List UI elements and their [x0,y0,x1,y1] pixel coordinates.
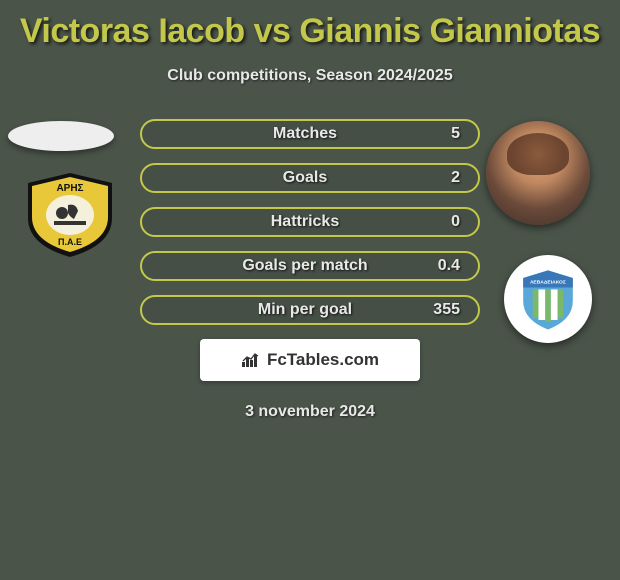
stat-row: Matches 5 [140,119,480,149]
badge-left-text-bottom: Π.Α.Ε [58,237,82,247]
badge-left-text-top: ΑΡΗΣ [56,183,83,194]
stat-right-value: 2 [420,169,460,187]
stat-label: Goals per match [190,257,420,275]
player-left-avatar [8,121,114,151]
stats-list: Matches 5 Goals 2 Hattricks 0 Goals per … [140,115,480,325]
stat-label: Goals [190,169,420,187]
comparison-panel: ΑΡΗΣ Π.Α.Ε ΛΕΒΑΔΕΙΑΚΟΣ Matches 5 [0,115,620,421]
player-right-avatar [486,121,590,225]
stat-row: Goals per match 0.4 [140,251,480,281]
stat-right-value: 355 [420,301,460,319]
stat-row: Hattricks 0 [140,207,480,237]
stat-label: Min per goal [190,301,420,319]
stat-label: Matches [190,125,420,143]
watermark-text: FcTables.com [267,350,379,370]
stat-right-value: 5 [420,125,460,143]
stat-row: Min per goal 355 [140,295,480,325]
watermark-badge: FcTables.com [200,339,420,381]
date-text: 3 november 2024 [0,403,620,421]
stat-right-value: 0 [420,213,460,231]
subtitle: Club competitions, Season 2024/2025 [0,67,620,85]
badge-right-text: ΛΕΒΑΔΕΙΑΚΟΣ [530,280,566,286]
club-left-badge: ΑΡΗΣ Π.Α.Ε [20,173,120,257]
page-title: Victoras Iacob vs Giannis Gianniotas [0,0,620,51]
club-right-badge: ΛΕΒΑΔΕΙΑΚΟΣ [504,255,592,343]
stat-right-value: 0.4 [420,257,460,275]
stat-label: Hattricks [190,213,420,231]
stat-row: Goals 2 [140,163,480,193]
bars-icon [241,352,261,368]
